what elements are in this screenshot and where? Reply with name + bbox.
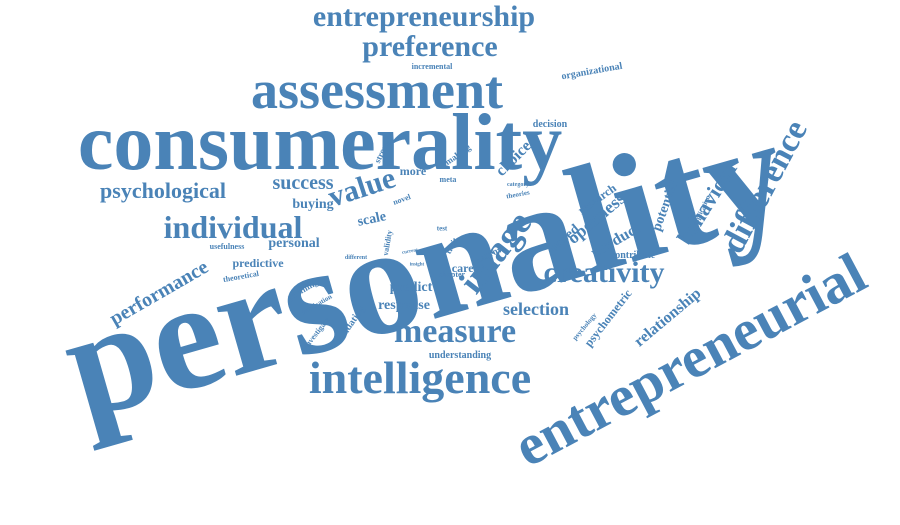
word-entrepreneurship: entrepreneurship [312, 0, 536, 33]
word-creativity: creativity [543, 256, 665, 289]
word-predict: predict [389, 280, 433, 295]
word-individual: individual [163, 209, 303, 245]
word-buying: buying [292, 197, 334, 212]
word-intelligence: intelligence [308, 352, 532, 403]
word-understanding: understanding [428, 350, 492, 361]
word-response: response [378, 298, 430, 313]
word-meta: meta [439, 175, 457, 184]
word-assessment: assessment [251, 60, 503, 120]
word-chapter: chapter [438, 270, 466, 279]
word-career: career [451, 261, 485, 275]
word-preference: preference [362, 30, 498, 63]
word-psychological: psychological [100, 178, 226, 203]
word-usefulness: usefulness [209, 242, 245, 251]
word-test: test [436, 224, 448, 233]
word-personal: personal [268, 236, 320, 251]
word-contribute: contribute [610, 250, 656, 261]
word-incremental: incremental [411, 62, 453, 71]
word-success: success [272, 172, 334, 194]
word-selection: selection [503, 299, 569, 319]
word-organizational: organizational [560, 60, 624, 83]
word-predictive: predictive [232, 256, 284, 270]
word-category: category [507, 182, 529, 188]
word-consumerality: consumerality [77, 99, 563, 187]
word-insight: insight [409, 262, 425, 268]
word-different: different [344, 255, 368, 261]
word-measure: measure [393, 313, 517, 350]
word-decision: decision [532, 119, 568, 130]
word-more: more [399, 164, 427, 178]
